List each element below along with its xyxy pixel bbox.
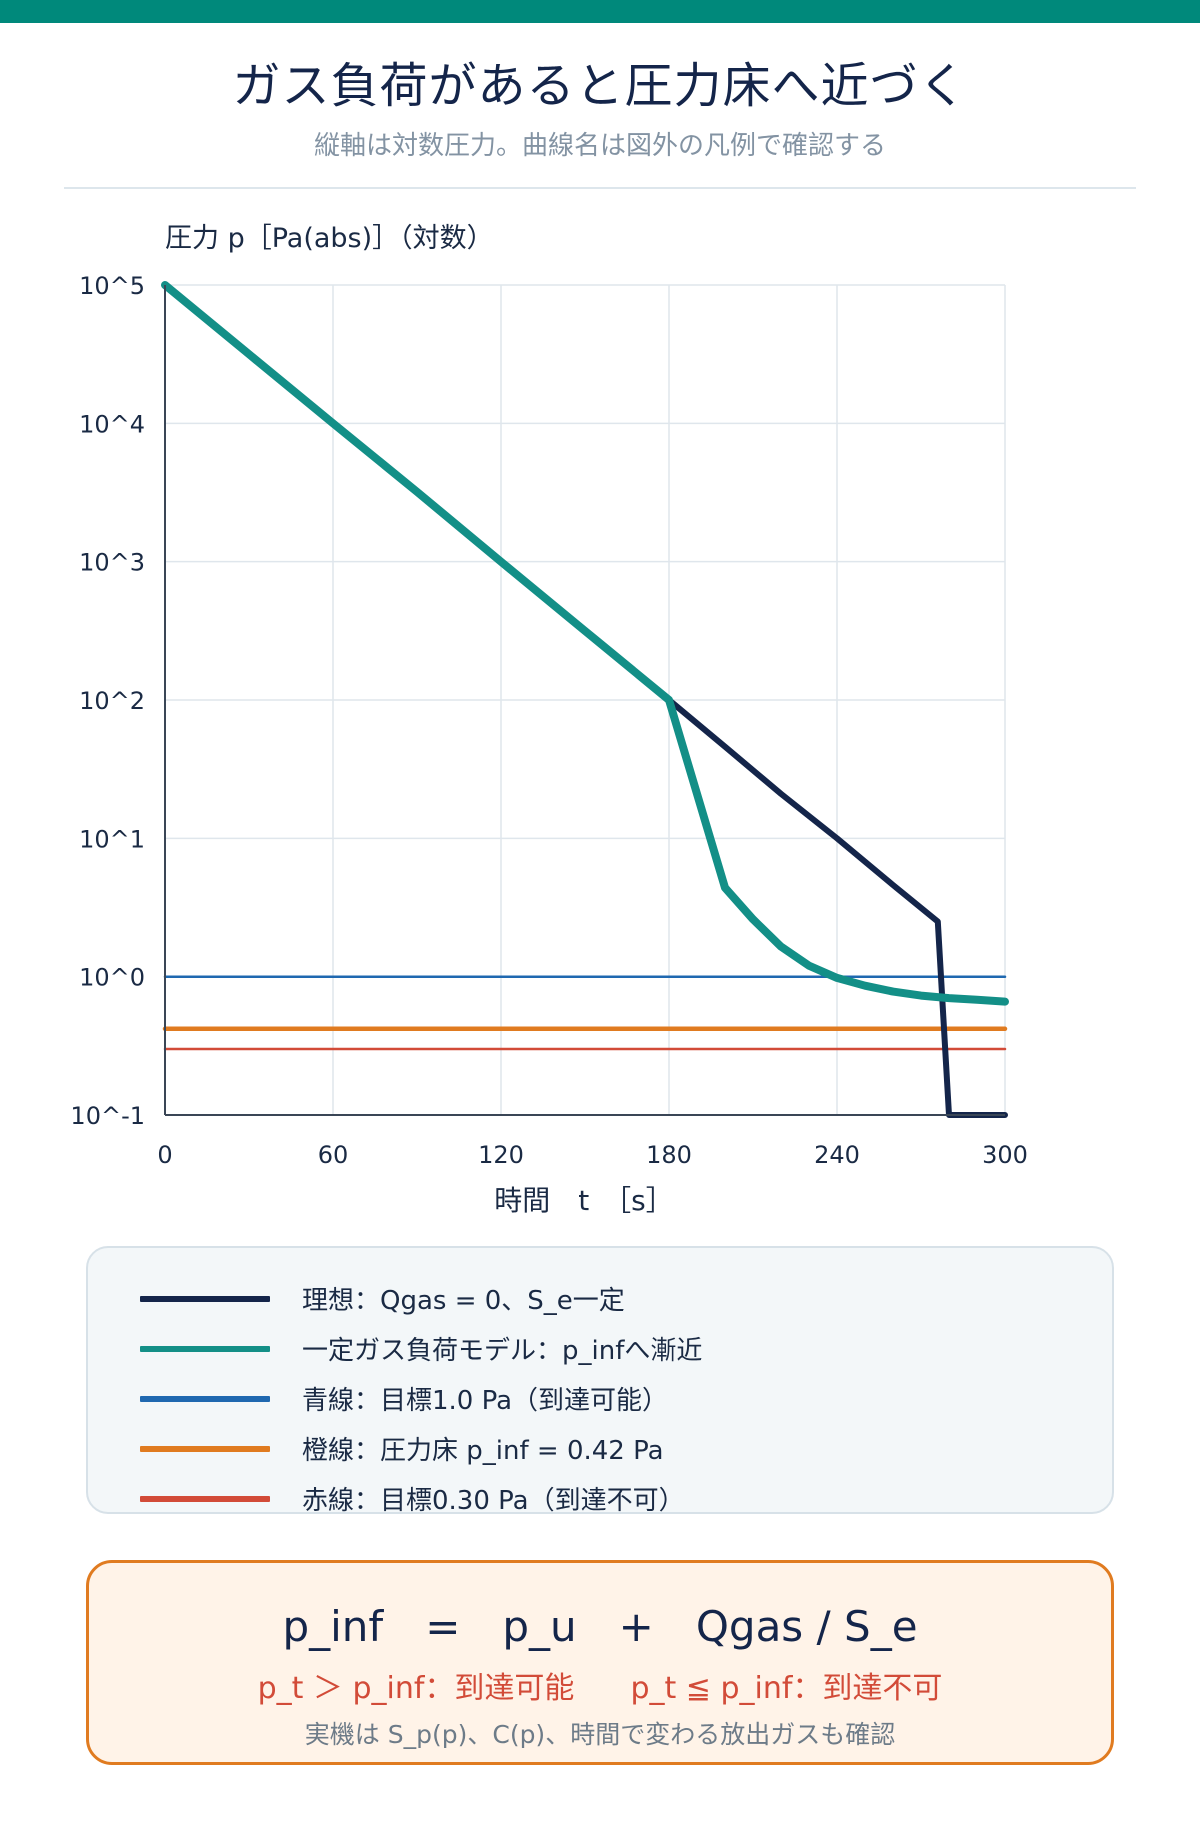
x-tick-label: 240 [814,1141,860,1169]
formula-note: 実機は S_p(p)、C(p)、時間で変わる放出ガスも確認 [304,1720,896,1749]
legend-panel: 理想：Qgas = 0、S_e一定 一定ガス負荷モデル：p_infへ漸近 青線：… [86,1246,1114,1516]
legend-swatch [140,1446,270,1452]
y-tick-label: 10^1 [79,825,145,853]
legend-item-gas-load: 一定ガス負荷モデル：p_infへ漸近 [140,1328,1090,1368]
y-tick-label: 10^2 [79,687,145,715]
accent-bar [0,0,1200,23]
y-tick-label: 10^4 [79,410,145,438]
page-subtitle: 縦軸は対数圧力。曲線名は図外の凡例で確認する [313,131,886,161]
pressure-chart: 圧力 p［Pa(abs)］（対数） 0 60 120 180 240 300 10^-1 10… [70,223,1027,1217]
chart-grid [164,284,1006,1116]
legend-item-target-030: 赤線：目標0.30 Pa（到達不可） [140,1478,1090,1518]
legend-label: 理想：Qgas = 0、S_e一定 [302,1286,625,1316]
formula-conditions: p_t ＞ p_inf：到達可能 p_t ≦ p_inf：到達不可 [89,1663,1111,1707]
x-tick-label: 300 [982,1141,1028,1169]
chart-axes [164,285,1005,1116]
chart-series [161,281,1009,1118]
legend-label: 一定ガス負荷モデル：p_infへ漸近 [302,1336,703,1366]
x-tick-label: 0 [157,1141,172,1169]
legend-item-ideal: 理想：Qgas = 0、S_e一定 [140,1278,1090,1318]
condition-unreachable: p_t ≦ p_inf：到達不可 [630,1671,943,1706]
chart-tick-labels: 0 60 120 180 240 300 10^-1 10^0 10^1 10^2 10^3 10^4… [70,272,1027,1169]
x-tick-label: 120 [478,1141,524,1169]
x-tick-label: 60 [318,1141,349,1169]
y-axis-label: 圧力 p［Pa(abs)］（対数） [165,223,494,254]
y-tick-label: 10^5 [79,272,145,300]
x-tick-label: 180 [646,1141,692,1169]
y-tick-label: 10^-1 [70,1102,145,1130]
legend-swatch [140,1346,270,1352]
divider [64,187,1136,189]
legend-item-target-1: 青線：目標1.0 Pa（到達可能） [140,1378,1090,1418]
series-line-1 [161,281,1009,1006]
legend-swatch [140,1496,270,1502]
legend-swatch [140,1396,270,1402]
reference-lines [162,975,1008,1051]
legend-label: 赤線：目標0.30 Pa（到達不可） [302,1486,685,1516]
condition-reachable: p_t ＞ p_inf：到達可能 [257,1671,575,1706]
formula-equation: p_inf = p_u + Qgas / S_e [282,1602,918,1651]
x-axis-label: 時間 t ［s］ [494,1184,674,1217]
y-tick-label: 10^3 [79,549,145,577]
y-tick-label: 10^0 [79,964,145,992]
legend-label: 青線：目標1.0 Pa（到達可能） [302,1386,669,1416]
legend-label: 橙線：圧力床 p_inf = 0.42 Pa [302,1436,664,1466]
page-title: ガス負荷があると圧力床へ近づく [232,58,968,114]
legend-swatch [140,1296,270,1302]
legend-item-floor: 橙線：圧力床 p_inf = 0.42 Pa [140,1428,1090,1468]
formula-box: p_inf = p_u + Qgas / S_e p_t ＞ p_inf：到達可… [86,1560,1114,1765]
